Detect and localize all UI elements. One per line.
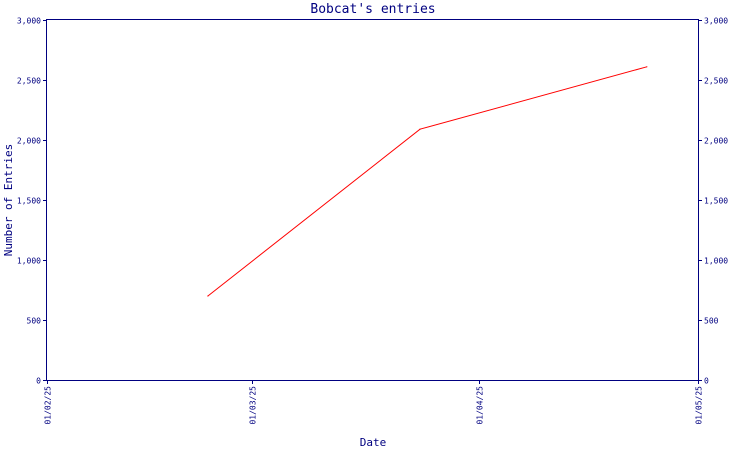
y-tick-label-left: 3,000 xyxy=(17,17,41,26)
y-tick-label-right: 0 xyxy=(704,377,709,386)
y-axis-title: Number of Entries xyxy=(2,144,15,257)
x-axis-ticks: 01/02/25 01/03/25 01/04/25 01/05/25 xyxy=(44,380,704,425)
plot-frame xyxy=(46,19,699,381)
x-axis-title: Date xyxy=(360,436,387,449)
series-layer xyxy=(207,66,648,297)
y-tick-label-left: 1,500 xyxy=(17,197,41,206)
y-axis-left-ticks: 0 500 1,000 1,500 2,000 2,500 3,000 xyxy=(17,17,47,386)
y-tick-label-right: 1,000 xyxy=(704,257,728,266)
y-axis-right-ticks: 0 500 1,000 1,500 2,000 2,500 3,000 xyxy=(698,17,728,386)
y-tick-label-right: 500 xyxy=(704,317,719,326)
y-tick-label-right: 2,000 xyxy=(704,137,728,146)
y-tick-label-left: 0 xyxy=(36,377,41,386)
y-tick-label-left: 1,000 xyxy=(17,257,41,266)
y-tick-label-left: 2,000 xyxy=(17,137,41,146)
x-tick-label: 01/02/25 xyxy=(44,386,53,425)
y-tick-label-left: 500 xyxy=(27,317,42,326)
x-tick-label: 01/05/25 xyxy=(695,386,704,425)
data-point xyxy=(207,295,209,297)
x-tick-label: 01/03/25 xyxy=(249,386,258,425)
data-point xyxy=(419,128,421,130)
y-tick-label-right: 3,000 xyxy=(704,17,728,26)
data-point xyxy=(646,66,648,68)
x-tick-label: 01/04/25 xyxy=(476,386,485,425)
y-tick-label-right: 2,500 xyxy=(704,77,728,86)
chart-title: Bobcat's entries xyxy=(310,2,435,17)
y-tick-label-right: 1,500 xyxy=(704,197,728,206)
y-tick-label-left: 2,500 xyxy=(17,77,41,86)
series-line xyxy=(207,66,647,297)
